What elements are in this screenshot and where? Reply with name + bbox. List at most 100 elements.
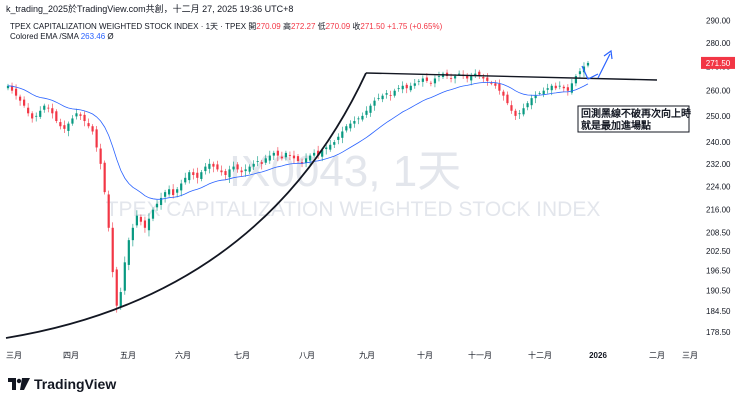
candle-body bbox=[268, 155, 271, 161]
y-tick-label: 184.50 bbox=[706, 307, 731, 316]
ema-line bbox=[7, 81, 589, 200]
current-price-tag bbox=[701, 56, 735, 69]
ema-suffix: Ø bbox=[107, 32, 114, 41]
candle-body bbox=[470, 76, 473, 81]
candle-body bbox=[586, 62, 590, 66]
candle-body bbox=[99, 148, 102, 164]
candle-body bbox=[458, 73, 461, 75]
candle-body bbox=[204, 166, 207, 172]
candle-body bbox=[200, 172, 203, 179]
tradingview-icon bbox=[8, 378, 30, 390]
neckline[interactable] bbox=[365, 72, 658, 81]
candle-body bbox=[176, 189, 179, 193]
high-label: 高 bbox=[282, 22, 291, 31]
candle-body bbox=[163, 192, 167, 197]
candle-body bbox=[135, 215, 138, 226]
x-tick-label: 2026 bbox=[589, 351, 607, 360]
candle-body bbox=[264, 158, 267, 163]
candle-body bbox=[558, 85, 561, 87]
candle-body bbox=[87, 123, 90, 127]
x-tick-label: 十月 bbox=[417, 350, 433, 360]
y-tick-label: 290.00 bbox=[706, 17, 731, 26]
candle-body bbox=[349, 123, 352, 129]
arrow-head-icon bbox=[603, 49, 613, 60]
candle-body bbox=[337, 136, 340, 140]
candle-body bbox=[353, 121, 356, 124]
candle-body bbox=[55, 111, 58, 122]
candle-body bbox=[401, 85, 404, 90]
candle-body bbox=[103, 162, 106, 193]
candle-body bbox=[208, 163, 211, 169]
open-value: 270.09 bbox=[256, 22, 281, 31]
candle-body bbox=[79, 114, 82, 116]
candle-body bbox=[365, 110, 368, 115]
candle-body bbox=[357, 118, 360, 120]
candle-body bbox=[123, 262, 126, 291]
candle-body bbox=[474, 73, 477, 77]
y-tick-label: 196.50 bbox=[706, 266, 731, 275]
candle-body bbox=[272, 152, 275, 156]
candle-body bbox=[196, 172, 199, 178]
candle-body bbox=[421, 78, 424, 82]
breakout-arrow[interactable] bbox=[597, 53, 611, 79]
high-value: 272.27 bbox=[290, 22, 316, 31]
low-value: 270.09 bbox=[325, 22, 351, 31]
x-tick-label: 四月 bbox=[63, 351, 79, 360]
candle-body bbox=[522, 108, 525, 115]
x-tick-label: 六月 bbox=[175, 350, 191, 360]
candle-body bbox=[71, 118, 74, 124]
candle-body bbox=[35, 115, 38, 117]
candle-body bbox=[220, 170, 223, 173]
candle-body bbox=[59, 122, 62, 127]
candle-body bbox=[413, 83, 416, 86]
candles bbox=[6, 61, 590, 313]
candle-body bbox=[248, 166, 251, 172]
retest-arrow[interactable] bbox=[581, 65, 599, 80]
candle-body bbox=[168, 189, 171, 195]
candle-body bbox=[308, 155, 312, 161]
candle-body bbox=[188, 172, 191, 181]
candle-body bbox=[18, 96, 22, 101]
time-axis[interactable]: 三月 四月 五月 六月 七月 八月 九月 十月 十一月 十二月 2026 二月 三月 bbox=[6, 350, 698, 360]
y-tick-label: 240.00 bbox=[706, 138, 731, 147]
candle-body bbox=[39, 110, 42, 117]
y-tick-label: 190.50 bbox=[706, 286, 731, 295]
y-tick-label: 260.00 bbox=[706, 87, 731, 96]
annotation-line-1: 回測黑線不破再次向上時 bbox=[581, 107, 691, 120]
candle-body bbox=[546, 88, 549, 90]
candle-body bbox=[425, 77, 428, 81]
candle-body bbox=[490, 82, 493, 84]
candle-body bbox=[345, 126, 348, 131]
candle-body bbox=[574, 76, 578, 84]
candle-body bbox=[389, 95, 392, 96]
candle-body bbox=[284, 152, 288, 158]
candle-body bbox=[341, 131, 344, 138]
candle-body bbox=[333, 142, 336, 145]
watermark-name: TPEX CAPITALIZATION WEIGHTED STOCK INDEX bbox=[106, 198, 601, 221]
y-tick-label: 280.00 bbox=[706, 39, 731, 48]
candle-body bbox=[47, 107, 50, 109]
parabolic-curve[interactable] bbox=[5, 72, 367, 339]
candle-body bbox=[151, 209, 155, 219]
candle-body bbox=[478, 71, 481, 77]
tradingview-logo[interactable]: TradingView bbox=[8, 376, 116, 392]
candle-body bbox=[292, 155, 296, 159]
indicator-legend[interactable]: Colored EMA /SMA 263.46 Ø bbox=[10, 32, 114, 41]
candle-body bbox=[317, 150, 320, 156]
candle-body bbox=[554, 85, 557, 89]
symbol-name: TPEX CAPITALIZATION WEIGHTED STOCK INDEX… bbox=[10, 22, 247, 31]
candle-body bbox=[578, 71, 582, 75]
candle-body bbox=[131, 227, 134, 241]
y-tick-label: 216.00 bbox=[706, 206, 731, 215]
x-tick-label: 三月 bbox=[6, 351, 22, 360]
candle-body bbox=[369, 105, 372, 113]
candle-body bbox=[288, 155, 292, 156]
candle-body bbox=[252, 163, 255, 167]
low-label: 低 bbox=[317, 22, 326, 31]
candle-body bbox=[63, 125, 66, 129]
ema-value: 263.46 bbox=[80, 32, 106, 41]
annotation-box[interactable] bbox=[577, 105, 690, 133]
candle-body bbox=[127, 240, 130, 265]
candle-body bbox=[538, 93, 541, 94]
